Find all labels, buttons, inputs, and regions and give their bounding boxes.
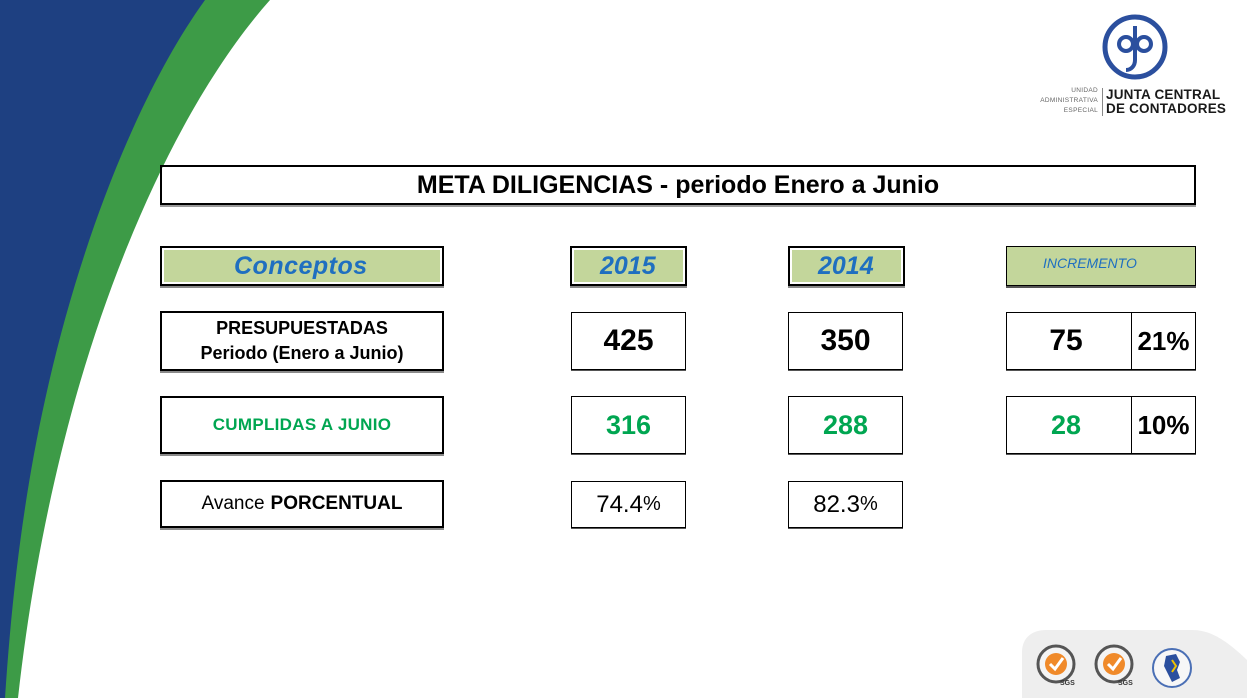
increment-cumplidas: 28 10% [1006,396,1196,454]
increment-cumplidas-pct: 10% [1131,397,1195,453]
seals-backdrop [1022,630,1247,698]
logo-subtitle-line: UNIDAD [1071,87,1098,94]
logo-name-line1: JUNTA CENTRAL [1106,87,1221,102]
label-presupuestadas-line2: Periodo (Enero a Junio) [200,343,404,363]
logo-subtitle: UNIDAD ADMINISTRATIVA ESPECIAL [1036,86,1098,116]
value-2015-avance: 74.4% [571,481,686,528]
value-2014-avance: 82.3% [788,481,903,528]
label-avance-word: Avance [201,493,265,514]
blue-swoosh [0,0,205,698]
value-2015-presupuestadas: 425 [571,312,686,370]
logo-subtitle-line: ESPECIAL [1063,107,1098,114]
label-avance: Avance PORCENTUAL [160,480,444,528]
label-presupuestadas: PRESUPUESTADAS Periodo (Enero a Junio) [160,311,444,371]
increment-presupuestadas-pct: 21% [1131,313,1195,369]
sgs-seal-label: SGS [1118,680,1133,687]
logo-name-line2: DE CONTADORES [1106,101,1227,116]
value-2015-avance-sign: % [642,493,661,515]
label-presupuestadas-line1: PRESUPUESTADAS [216,318,388,338]
decorative-swoosh [0,0,270,698]
slide-title: META DILIGENCIAS - periodo Enero a Junio [160,165,1196,205]
label-cumplidas: CUMPLIDAS A JUNIO [160,396,444,454]
sgs-seal-icon [1094,644,1134,684]
header-2015: 2015 [570,246,687,286]
certification-seals: SGS SGS [1022,630,1247,698]
header-concepts: Conceptos [160,246,444,286]
colombia-map-seal-icon [1152,648,1192,688]
logo-divider [1102,88,1103,116]
value-2015-cumplidas: 316 [571,396,686,454]
jcc-logo: UNIDAD ADMINISTRATIVA ESPECIAL JUNTA CEN… [1036,14,1236,124]
value-2014-cumplidas: 288 [788,396,903,454]
increment-cumplidas-value: 28 [1050,409,1082,440]
increment-presupuestadas: 75 21% [1006,312,1196,370]
sgs-seal-label: SGS [1060,680,1075,687]
title-rest: - periodo Enero a Junio [652,170,940,199]
increment-presupuestadas-value: 75 [1049,324,1083,357]
value-2014-presupuestadas: 350 [788,312,903,370]
logo-name: JUNTA CENTRAL DE CONTADORES [1106,88,1226,116]
label-avance-bold: PORCENTUAL [270,493,403,514]
logo-subtitle-line: ADMINISTRATIVA [1040,97,1098,104]
title-bold: META DILIGENCIAS [416,170,653,199]
jcc-circle-logo-icon [1102,14,1168,80]
sgs-seal-icon [1036,644,1076,684]
value-2014-avance-number: 82.3 [813,490,860,518]
header-increment: INCREMENTO [1006,246,1196,286]
value-2015-avance-number: 74.4 [596,490,643,518]
header-2014: 2014 [788,246,905,286]
value-2014-avance-sign: % [859,493,878,515]
